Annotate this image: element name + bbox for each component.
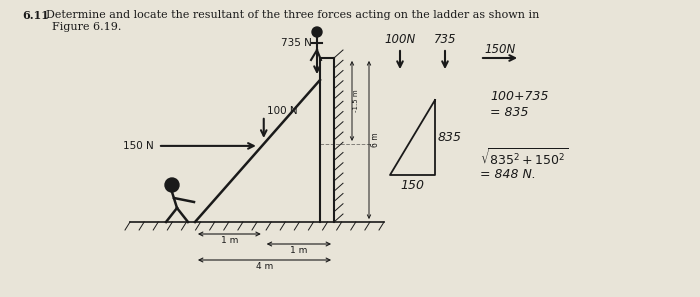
Text: 100N: 100N xyxy=(384,33,416,46)
Text: 150: 150 xyxy=(400,179,424,192)
Text: 6 m: 6 m xyxy=(371,133,380,147)
Text: 150 N: 150 N xyxy=(123,141,154,151)
Text: 150N: 150N xyxy=(484,43,516,56)
Text: -1.5 m: -1.5 m xyxy=(353,90,359,112)
Text: = 835: = 835 xyxy=(490,106,528,119)
Text: 100+735: 100+735 xyxy=(490,90,549,103)
Text: $\sqrt{835^2+150^2}$: $\sqrt{835^2+150^2}$ xyxy=(480,148,568,169)
Text: 735: 735 xyxy=(434,33,456,46)
Text: 835: 835 xyxy=(438,131,462,144)
Text: 735 N: 735 N xyxy=(281,38,312,48)
Circle shape xyxy=(312,27,322,37)
Text: 4 m: 4 m xyxy=(256,262,273,271)
Text: = 848 N.: = 848 N. xyxy=(480,168,536,181)
Text: Figure 6.19.: Figure 6.19. xyxy=(52,22,121,32)
Text: 1 m: 1 m xyxy=(220,236,238,245)
Text: 100 N: 100 N xyxy=(267,106,298,116)
Text: 1 m: 1 m xyxy=(290,246,307,255)
Circle shape xyxy=(165,178,179,192)
Text: Determine and locate the resultant of the three forces acting on the ladder as s: Determine and locate the resultant of th… xyxy=(46,10,540,20)
Text: 6.11: 6.11 xyxy=(22,10,49,21)
